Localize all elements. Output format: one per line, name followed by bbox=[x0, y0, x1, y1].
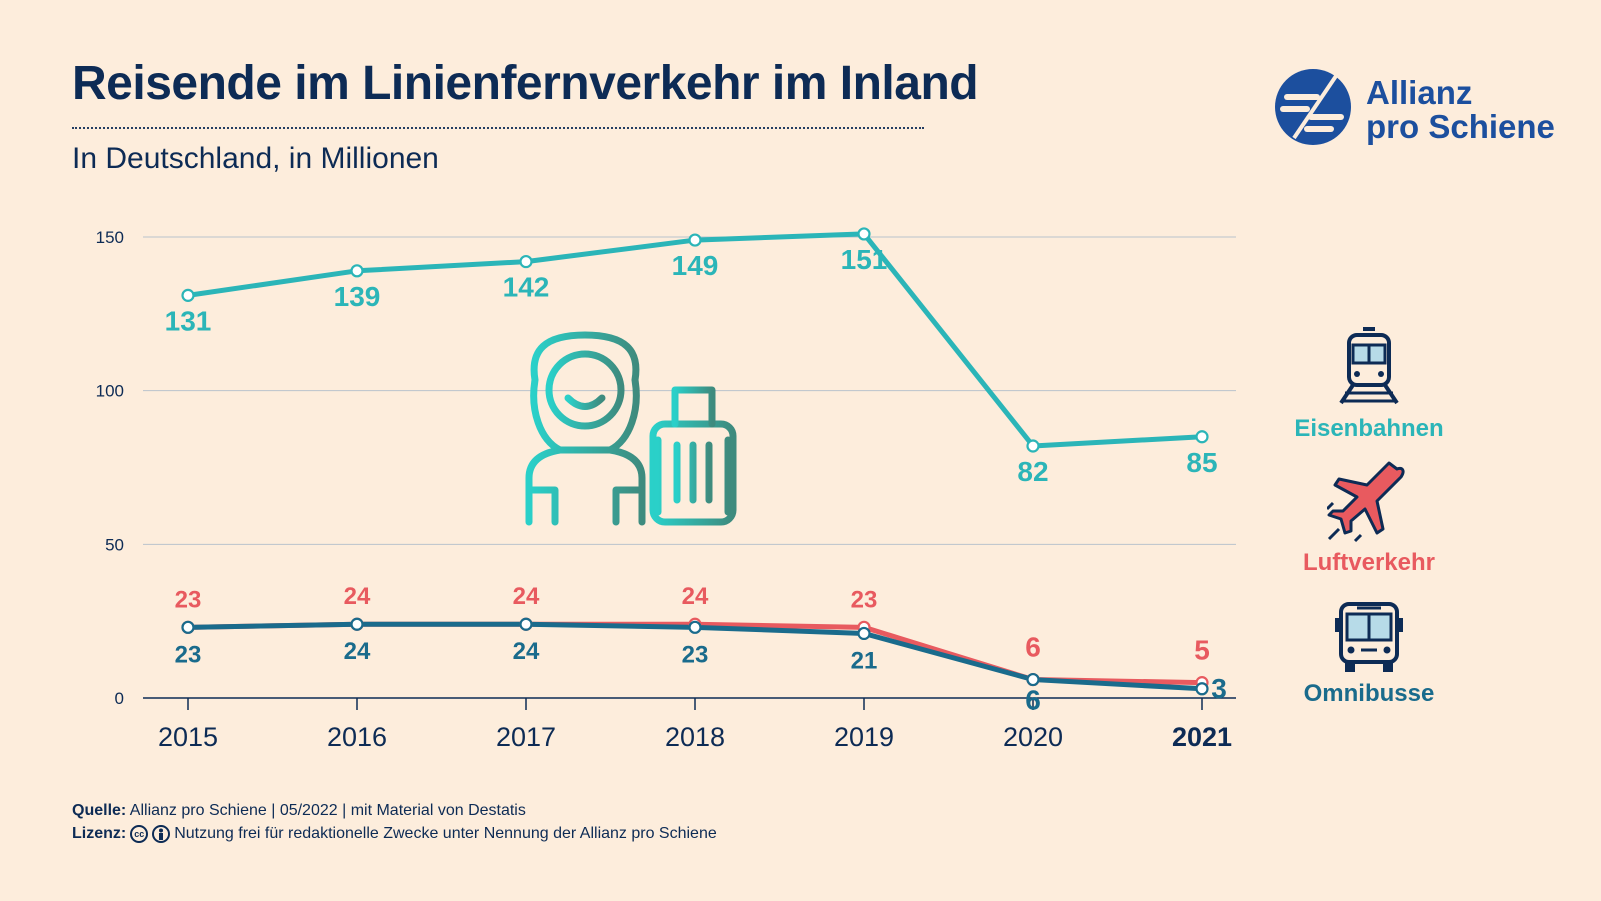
title-divider bbox=[72, 127, 924, 129]
legend-label-eisenbahnen: Eisenbahnen bbox=[1294, 415, 1444, 442]
data-point-eisenbahnen bbox=[1026, 439, 1040, 453]
data-label-eisenbahnen: 85 bbox=[1186, 447, 1217, 478]
y-tick-label: 0 bbox=[115, 689, 124, 708]
license-text: Nutzung frei für redaktionelle Zwecke un… bbox=[174, 825, 717, 842]
data-label-omnibusse: 24 bbox=[513, 638, 540, 665]
source-line: Quelle: Allianz pro Schiene | 05/2022 | … bbox=[72, 802, 526, 820]
legend-item-eisenbahnen: Eisenbahnen bbox=[1279, 325, 1459, 443]
license-line: Lizenz: cc Nutzung frei für redaktionell… bbox=[72, 825, 717, 843]
brand-logo-block: Allianz pro Schiene bbox=[1274, 68, 1564, 148]
series-labels-luftverkehr: 23 24 24 24 23 6 5 bbox=[175, 583, 1210, 665]
data-label-eisenbahnen: 151 bbox=[841, 244, 888, 275]
data-label-luftverkehr: 23 bbox=[175, 586, 202, 613]
x-tick-label: 2017 bbox=[496, 722, 556, 752]
data-label-eisenbahnen: 139 bbox=[334, 281, 381, 312]
data-label-eisenbahnen: 131 bbox=[165, 305, 212, 336]
allianz-pro-schiene-logo-icon bbox=[1275, 69, 1351, 145]
legend-label-omnibusse: Omnibusse bbox=[1303, 680, 1435, 707]
data-point-omnibusse bbox=[181, 620, 195, 634]
brand-name-line-1: Allianz bbox=[1366, 74, 1473, 111]
data-point-eisenbahnen bbox=[1195, 430, 1209, 444]
data-point-omnibusse bbox=[350, 617, 364, 631]
data-label-luftverkehr: 5 bbox=[1194, 635, 1210, 666]
x-tick-label: 2016 bbox=[327, 722, 387, 752]
data-label-eisenbahnen: 142 bbox=[503, 272, 550, 303]
data-point-omnibusse bbox=[1026, 672, 1040, 687]
train-icon bbox=[1339, 327, 1399, 405]
data-label-omnibusse: 23 bbox=[682, 641, 709, 668]
data-point-omnibusse bbox=[1195, 682, 1209, 696]
data-point-eisenbahnen bbox=[857, 227, 871, 241]
y-tick-label: 100 bbox=[96, 382, 124, 401]
series-labels-omnibusse: 23 24 24 23 21 6 3 bbox=[175, 638, 1227, 715]
data-label-eisenbahnen: 82 bbox=[1017, 456, 1048, 487]
data-label-eisenbahnen: 149 bbox=[672, 250, 719, 281]
x-tick-label: 2019 bbox=[834, 722, 894, 752]
legend-item-omnibusse: Omnibusse bbox=[1279, 598, 1459, 708]
data-point-eisenbahnen bbox=[519, 254, 533, 269]
data-point-eisenbahnen bbox=[350, 264, 364, 278]
data-label-omnibusse: 23 bbox=[175, 641, 202, 668]
bus-icon bbox=[1335, 602, 1403, 672]
y-tick-label: 150 bbox=[96, 228, 124, 247]
series-labels-eisenbahnen: 131 139 142 149 151 82 85 bbox=[165, 244, 1218, 487]
x-tick-label: 2015 bbox=[158, 722, 218, 752]
axis-layer: 0 50 100 150 2015 2016 2017 2018 2019 2020 2021 bbox=[96, 228, 1236, 752]
data-point-omnibusse bbox=[688, 620, 702, 634]
attribution-icon bbox=[152, 825, 171, 843]
data-label-omnibusse: 24 bbox=[344, 638, 371, 665]
legend-label-luftverkehr: Luftverkehr bbox=[1302, 549, 1436, 576]
airplane-icon bbox=[1327, 461, 1405, 543]
chart-subtitle: In Deutschland, in Millionen bbox=[72, 142, 439, 175]
data-label-luftverkehr: 23 bbox=[851, 586, 878, 613]
series-points-omnibusse bbox=[181, 617, 1209, 696]
data-point-omnibusse bbox=[857, 626, 871, 641]
traveler-with-suitcase-illustration bbox=[525, 331, 737, 526]
data-point-eisenbahnen bbox=[688, 233, 702, 247]
y-tick-label: 50 bbox=[105, 535, 124, 554]
brand-name-line-2: pro Schiene bbox=[1366, 108, 1555, 145]
x-tick-label: 2018 bbox=[665, 722, 725, 752]
data-label-omnibusse: 21 bbox=[851, 647, 878, 674]
data-label-luftverkehr: 24 bbox=[513, 583, 540, 610]
data-label-omnibusse: 6 bbox=[1025, 685, 1041, 716]
chart-title: Reisende im Linienfernverkehr im Inland bbox=[72, 57, 979, 110]
legend-item-luftverkehr: Luftverkehr bbox=[1279, 459, 1459, 577]
license-label: Lizenz: bbox=[72, 825, 127, 842]
data-point-eisenbahnen bbox=[181, 288, 195, 302]
data-label-luftverkehr: 6 bbox=[1025, 632, 1041, 663]
x-tick-label: 2020 bbox=[1003, 722, 1063, 752]
cc-icon: cc bbox=[130, 825, 149, 843]
series-points-eisenbahnen bbox=[181, 227, 1209, 453]
data-label-luftverkehr: 24 bbox=[344, 583, 371, 610]
source-text: Allianz pro Schiene | 05/2022 | mit Mate… bbox=[129, 802, 526, 819]
source-label: Quelle: bbox=[72, 802, 127, 819]
data-label-omnibusse: 3 bbox=[1211, 673, 1227, 704]
x-tick-label: 2021 bbox=[1172, 722, 1232, 752]
data-point-omnibusse bbox=[519, 617, 533, 631]
data-label-luftverkehr: 24 bbox=[682, 583, 709, 610]
